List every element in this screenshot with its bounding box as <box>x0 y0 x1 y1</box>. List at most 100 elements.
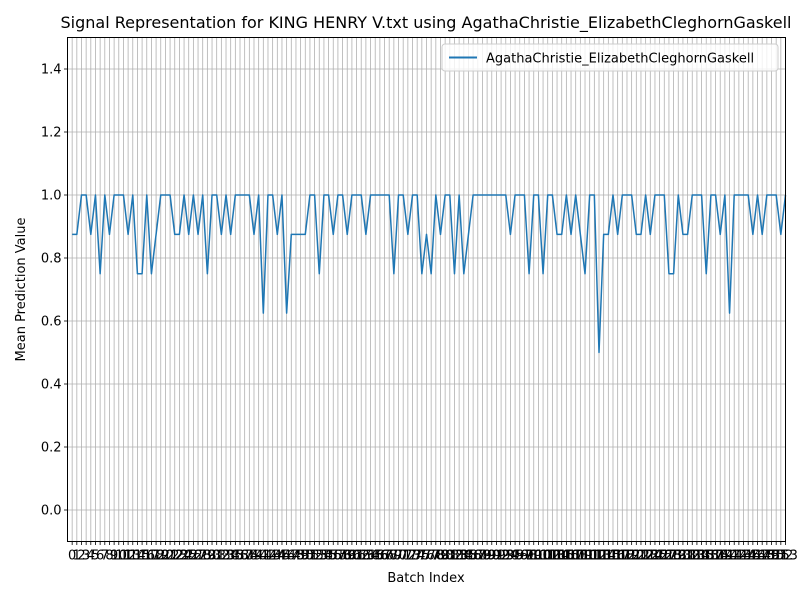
x-tick-label: 37 <box>236 549 253 564</box>
x-tick-label: 45 <box>274 549 291 564</box>
x-tick-label: 141 <box>717 549 742 564</box>
x-tick-label: 129 <box>661 549 686 564</box>
x-tick-label: 14 <box>129 549 146 564</box>
x-axis: 0123456789101112131415161718192021222324… <box>68 541 798 564</box>
y-tick-label: 0.0 <box>41 504 62 519</box>
x-tick-label: 128 <box>657 549 682 564</box>
x-tick-label: 29 <box>199 549 216 564</box>
x-tick-label: 78 <box>428 549 445 564</box>
y-tick-label: 1.4 <box>41 63 62 78</box>
y-tick-label: 0.8 <box>41 252 62 267</box>
x-tick-label: 80 <box>437 549 454 564</box>
x-tick-label: 63 <box>358 549 375 564</box>
plot-area <box>67 37 787 542</box>
x-tick-label: 85 <box>460 549 477 564</box>
x-tick-label: 116 <box>601 549 626 564</box>
x-tick-label: 48 <box>288 549 305 564</box>
x-tick-label: 50 <box>297 549 314 564</box>
x-tick-label: 69 <box>386 549 403 564</box>
x-tick-label: 73 <box>404 549 421 564</box>
x-tick-label: 30 <box>204 549 221 564</box>
x-tick-label: 31 <box>208 549 225 564</box>
x-tick-label: 137 <box>698 549 723 564</box>
x-tick-label: 77 <box>423 549 440 564</box>
x-tick-label: 35 <box>227 549 244 564</box>
x-tick-label: 51 <box>302 549 319 564</box>
x-tick-label: 10 <box>111 549 128 564</box>
x-tick-label: 3 <box>82 549 90 564</box>
y-tick-label: 1.0 <box>41 189 62 204</box>
x-tick-label: 139 <box>708 549 733 564</box>
x-tick-label: 74 <box>409 549 426 564</box>
x-tick-label: 55 <box>320 549 337 564</box>
x-tick-label: 17 <box>143 549 160 564</box>
x-tick-label: 103 <box>540 549 565 564</box>
legend-box <box>441 43 779 72</box>
x-tick-label: 8 <box>105 549 113 564</box>
x-tick-label: 19 <box>152 549 169 564</box>
x-tick-label: 81 <box>442 549 459 564</box>
x-tick-label: 140 <box>712 549 737 564</box>
legend: AgathaChristie_ElizabethCleghornGaskell <box>441 43 779 72</box>
x-tick-label: 86 <box>465 549 482 564</box>
x-tick-label: 57 <box>330 549 347 564</box>
x-tick-label: 0 <box>68 549 76 564</box>
x-tick-label: 54 <box>316 549 333 564</box>
x-tick-label: 34 <box>222 549 239 564</box>
x-tick-label: 75 <box>414 549 431 564</box>
x-tick-label: 95 <box>507 549 524 564</box>
x-tick-label: 18 <box>148 549 165 564</box>
x-tick-label: 113 <box>587 549 612 564</box>
x-tick-label: 104 <box>545 549 570 564</box>
y-tick-label: 0.2 <box>41 441 62 456</box>
x-tick-label: 32 <box>213 549 230 564</box>
x-tick-label: 89 <box>479 549 496 564</box>
x-tick-label: 25 <box>180 549 197 564</box>
x-tick-label: 36 <box>232 549 249 564</box>
x-tick-label: 16 <box>138 549 155 564</box>
x-tick-label: 115 <box>596 549 621 564</box>
x-tick-label: 15 <box>134 549 151 564</box>
y-tick-label: 0.4 <box>41 378 62 393</box>
x-tick-label: 130 <box>666 549 691 564</box>
x-tick-label: 26 <box>185 549 202 564</box>
x-tick-label: 44 <box>269 549 286 564</box>
x-tick-label: 79 <box>432 549 449 564</box>
x-tick-label: 87 <box>470 549 487 564</box>
x-tick-label: 83 <box>451 549 468 564</box>
x-tick-label: 71 <box>395 549 412 564</box>
x-tick-label: 9 <box>110 549 118 564</box>
x-tick-label: 33 <box>218 549 235 564</box>
x-tick-label: 133 <box>680 549 705 564</box>
x-tick-label: 100 <box>526 549 551 564</box>
x-tick-label: 97 <box>516 549 533 564</box>
x-tick-label: 41 <box>255 549 272 564</box>
x-tick-label: 94 <box>502 549 519 564</box>
x-tick-label: 109 <box>568 549 593 564</box>
x-tick-label: 90 <box>483 549 500 564</box>
series-line <box>72 194 787 354</box>
x-tick-label: 68 <box>381 549 398 564</box>
x-tick-label: 134 <box>685 549 710 564</box>
x-tick-label: 112 <box>582 549 607 564</box>
x-tick-label: 22 <box>166 549 183 564</box>
x-tick-label: 82 <box>446 549 463 564</box>
x-tick-label: 105 <box>549 549 574 564</box>
x-tick-label: 106 <box>554 549 579 564</box>
x-tick-label: 60 <box>344 549 361 564</box>
x-tick-label: 108 <box>563 549 588 564</box>
y-axis-label: Mean Prediction Value <box>14 218 29 362</box>
x-tick-label: 143 <box>726 549 751 564</box>
x-tick-label: 52 <box>306 549 323 564</box>
x-tick-label: 88 <box>474 549 491 564</box>
x-tick-label: 123 <box>633 549 658 564</box>
x-tick-label: 92 <box>493 549 510 564</box>
x-tick-label: 96 <box>511 549 528 564</box>
x-tick-label: 149 <box>754 549 779 564</box>
x-tick-label: 7 <box>101 549 109 564</box>
x-tick-label: 91 <box>488 549 505 564</box>
x-tick-label: 132 <box>675 549 700 564</box>
x-tick-label: 20 <box>157 549 174 564</box>
